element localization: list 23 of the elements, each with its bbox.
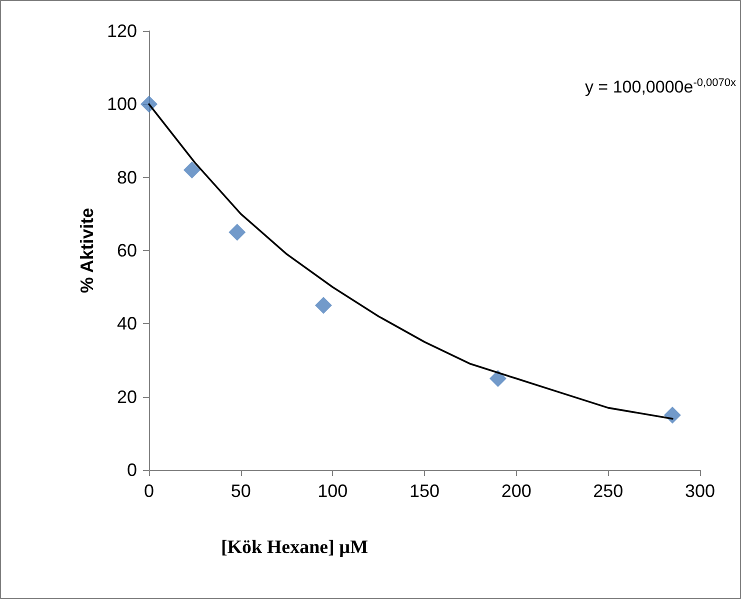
y-tick-label: 0 (126, 460, 137, 480)
x-tick-label: 50 (230, 481, 251, 501)
x-tick-label: 300 (684, 481, 716, 501)
point (183, 162, 200, 179)
point (140, 96, 158, 113)
y-tick-label: 20 (116, 386, 137, 407)
x-axis-title: [Kök Hexane] µM (220, 537, 368, 558)
x-tick-label: 200 (501, 481, 532, 501)
x-tick-label: 150 (409, 481, 440, 501)
point (228, 224, 246, 241)
annotation: y = 100,0000e$^{-0,0070x}$ (584, 77, 736, 98)
x-tick-label: 100 (318, 481, 348, 501)
y-tick-label: 120 (106, 21, 137, 41)
y-tick-label: 100 (106, 94, 137, 114)
x-tick-label: 0 (144, 481, 154, 501)
y-tick-label: 80 (116, 167, 137, 188)
point (314, 296, 332, 314)
point (489, 370, 506, 388)
point (664, 406, 681, 424)
y-tick-label: 60 (116, 240, 137, 260)
x-tick-label: 250 (593, 481, 624, 501)
y-tick-label: 40 (116, 314, 137, 334)
y-axis-title: % Aktivite (77, 208, 98, 294)
